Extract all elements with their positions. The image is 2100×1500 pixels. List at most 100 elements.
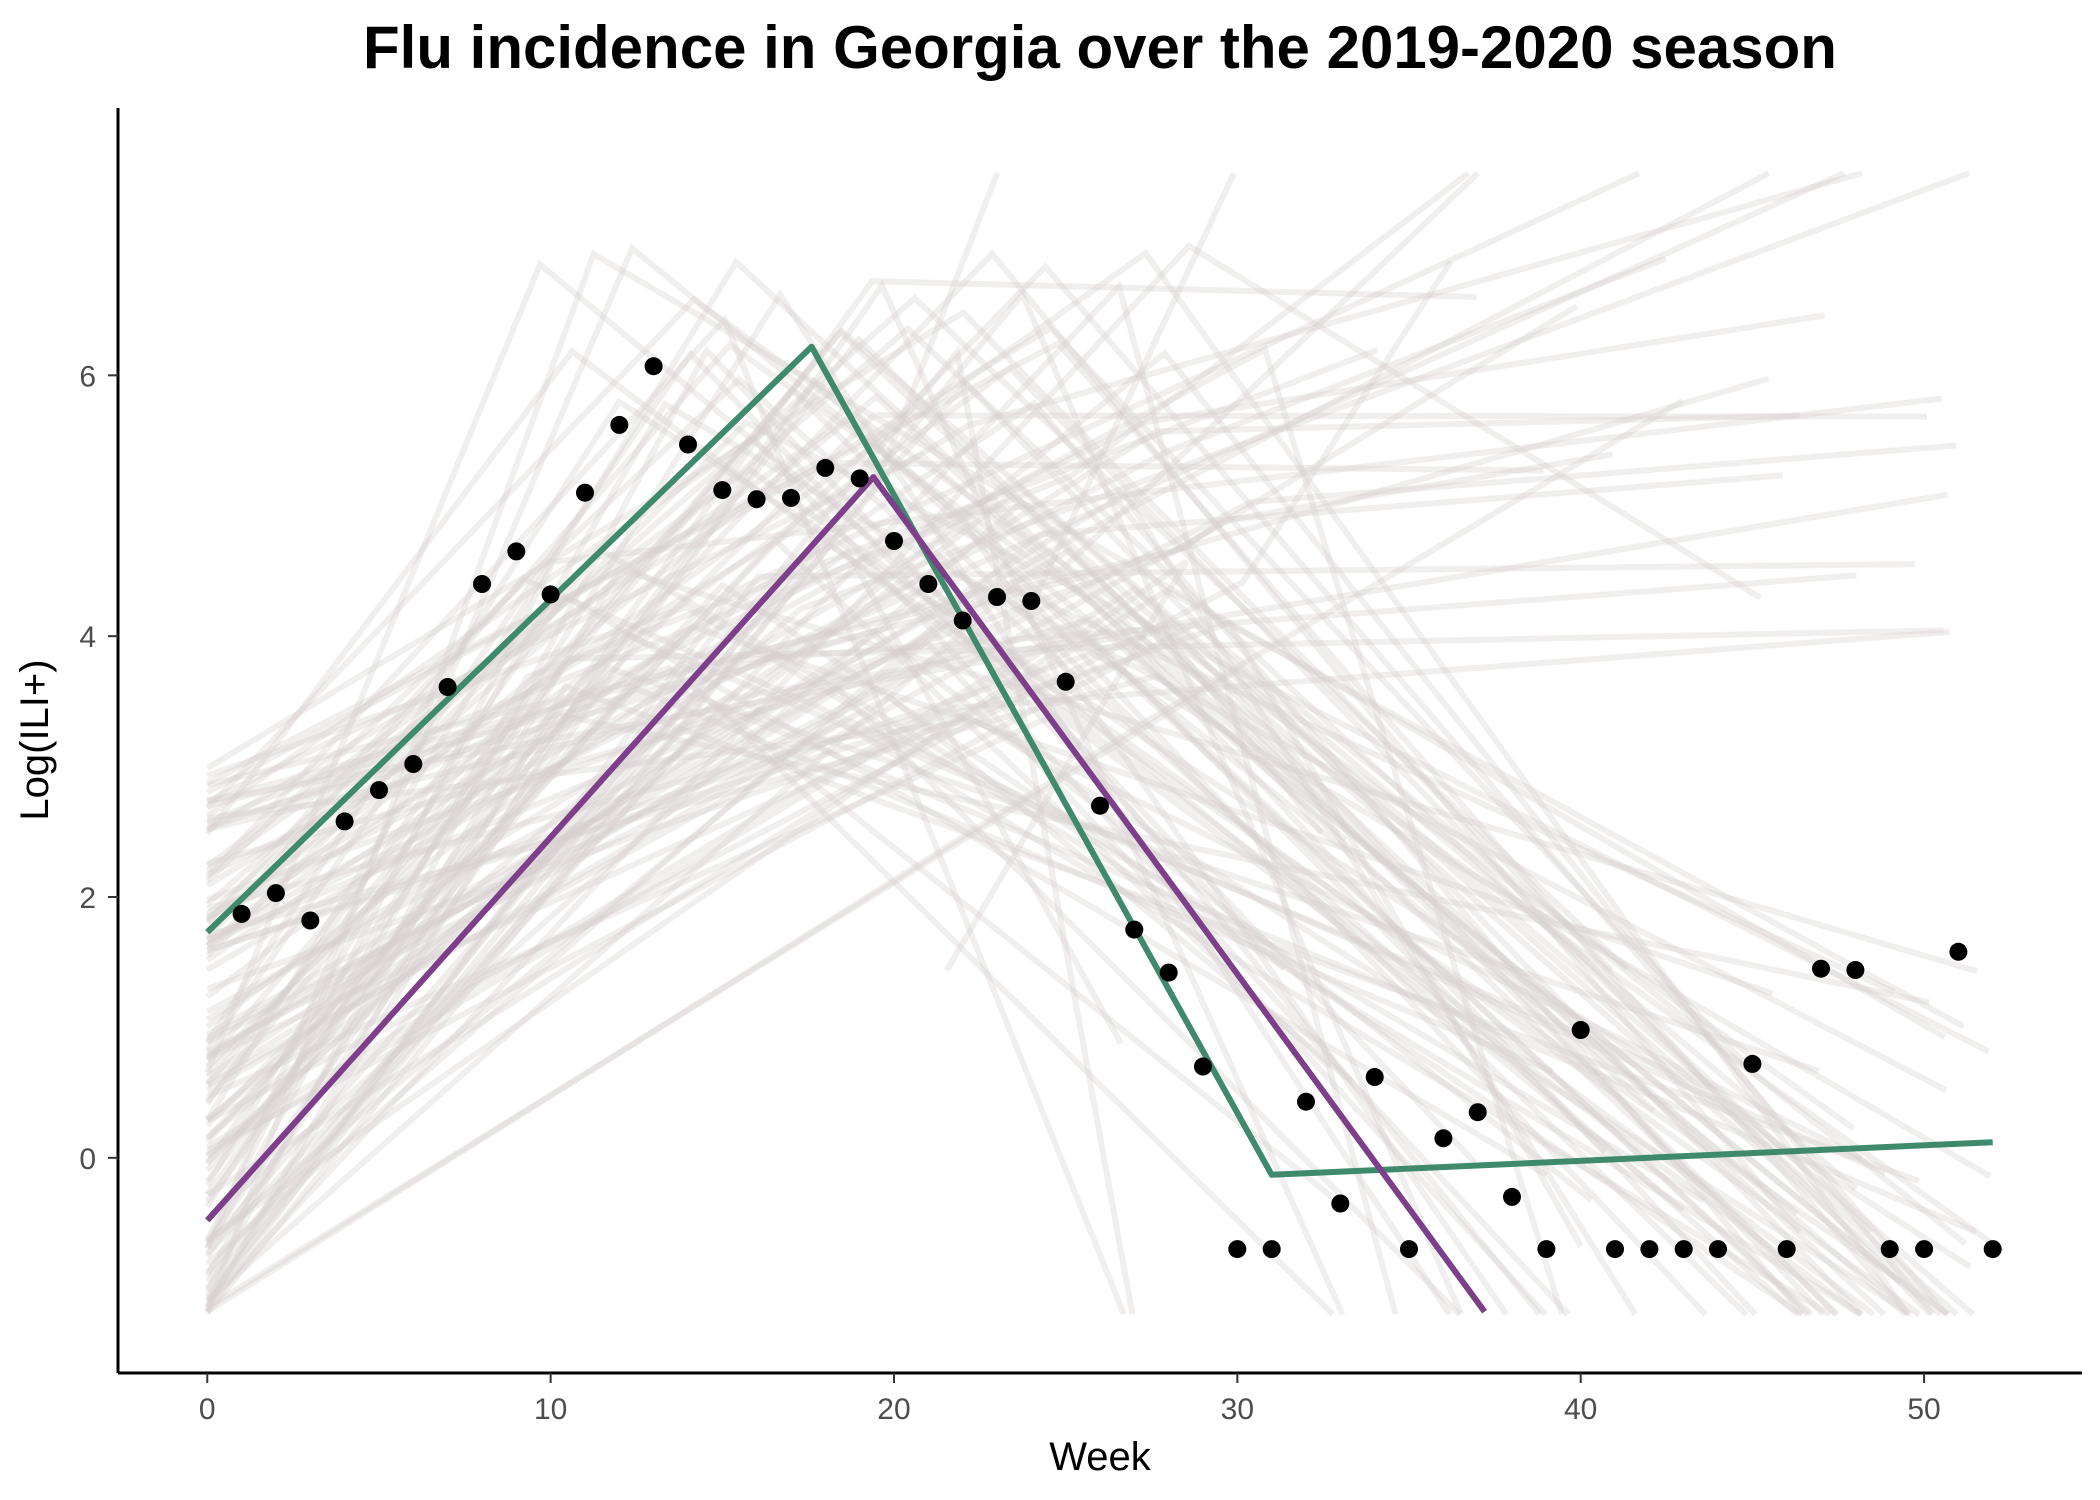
sample-line: [204, 334, 1838, 1317]
sample-line: [205, 399, 1806, 1317]
sample-line: [205, 308, 1614, 973]
sample-line: [205, 170, 1971, 1122]
sample-line: [205, 418, 1991, 1055]
chart-title: Flu incidence in Georgia over the 2019-2…: [363, 14, 1837, 81]
sample-line: [205, 314, 1127, 1316]
y-tick-label: 4: [79, 621, 96, 654]
sample-line: [205, 521, 1509, 1316]
sample-line: [204, 544, 1706, 1204]
data-point: [816, 458, 835, 477]
sample-line: [205, 294, 1630, 972]
data-point: [370, 781, 388, 800]
data-point: [885, 532, 903, 550]
data-point: [713, 481, 732, 500]
data-point: [953, 611, 972, 630]
sample-line: [204, 259, 1686, 1213]
data-point: [1949, 942, 1968, 961]
sample-line: [205, 584, 1896, 1303]
sample-line: [205, 344, 1565, 1316]
x-tick-label: 30: [1221, 1393, 1254, 1426]
sample-line: [206, 603, 1864, 1317]
sample-line: [206, 659, 1800, 1217]
sample-line: [204, 289, 1453, 1316]
sample-line: [205, 711, 1930, 1006]
sample-line: [205, 327, 1394, 1087]
sample-line: [205, 364, 1933, 1317]
sample-line: [205, 412, 1800, 1023]
sample-line: [205, 623, 1774, 1000]
data-point: [1571, 1021, 1590, 1039]
sample-line: [206, 516, 1226, 788]
sample-line: [204, 347, 1379, 1250]
sample-line: [205, 170, 1863, 888]
data-point: [232, 904, 251, 923]
data-point: [1194, 1057, 1212, 1076]
sample-line: [205, 324, 1874, 1235]
sample-line: [205, 340, 1993, 1245]
data-point: [850, 469, 869, 488]
sample-line: [204, 400, 1992, 1188]
sample-line: [206, 711, 1543, 1317]
data-point: [1159, 963, 1178, 982]
sample-line: [204, 540, 1951, 1317]
x-tick-label: 10: [534, 1393, 567, 1426]
sample-line: [205, 465, 1921, 1317]
data-point: [1022, 592, 1041, 610]
sample-line: [204, 344, 1136, 1315]
data-point: [1434, 1129, 1453, 1148]
sample-line: [204, 279, 1346, 1316]
sample-line: [206, 626, 1324, 954]
sample-line: [206, 627, 1594, 1203]
sample-line: [205, 412, 1928, 1070]
sample-line: [205, 558, 1190, 1243]
sample-line: [204, 170, 1641, 1314]
sample-line: [205, 348, 1935, 1317]
data-point: [1812, 959, 1830, 978]
data-point: [1606, 1240, 1624, 1259]
data-point: [1777, 1240, 1796, 1259]
sample-line: [205, 624, 1607, 1158]
data-point: [1056, 672, 1075, 691]
sample-line: [205, 451, 1614, 1088]
data-point: [507, 542, 526, 561]
sample-line: [205, 491, 1948, 1275]
sample-line: [205, 582, 1708, 1317]
data-point: [576, 483, 594, 502]
sample-line: [205, 575, 1887, 1176]
sample-line: [206, 628, 1950, 912]
sample-line: [205, 547, 1124, 1045]
sample-line: [205, 620, 1968, 1247]
data-point: [1228, 1240, 1247, 1259]
sample-line: [205, 664, 1858, 1311]
sample-line: [204, 288, 1464, 1316]
sample-line: [205, 242, 1762, 1306]
data-point: [1709, 1240, 1727, 1259]
fitted-lines: [205, 343, 1993, 1314]
sample-line: [206, 672, 1903, 1285]
sample-line: [205, 472, 1783, 1267]
data-point: [1846, 961, 1865, 979]
y-axis-label: Log(ILI+): [13, 659, 57, 820]
sample-line: [206, 615, 1348, 867]
data-point: [1091, 796, 1109, 815]
sample-line: [205, 255, 1667, 949]
data-point: [335, 812, 354, 831]
sample-line: [205, 547, 1887, 1317]
sample-line: [205, 392, 1840, 1317]
sample-line: [205, 170, 1771, 1015]
sample-line: [205, 379, 1864, 1317]
sample-line: [204, 566, 1978, 1278]
x-axis-label: Week: [1049, 1435, 1152, 1479]
data-point: [919, 575, 938, 593]
sample-line: [205, 259, 1454, 1124]
sample-line: [205, 386, 1749, 1317]
sample-line: [205, 249, 1911, 1317]
observed-points: [232, 357, 2002, 1259]
sample-line: [205, 339, 1911, 1317]
sample-line: [205, 375, 1800, 1317]
sample-line: [205, 699, 1335, 1317]
sample-line: [205, 584, 1826, 1317]
sample-line: [205, 398, 1685, 1314]
data-point: [1262, 1240, 1281, 1259]
sample-line: [204, 561, 1915, 1302]
